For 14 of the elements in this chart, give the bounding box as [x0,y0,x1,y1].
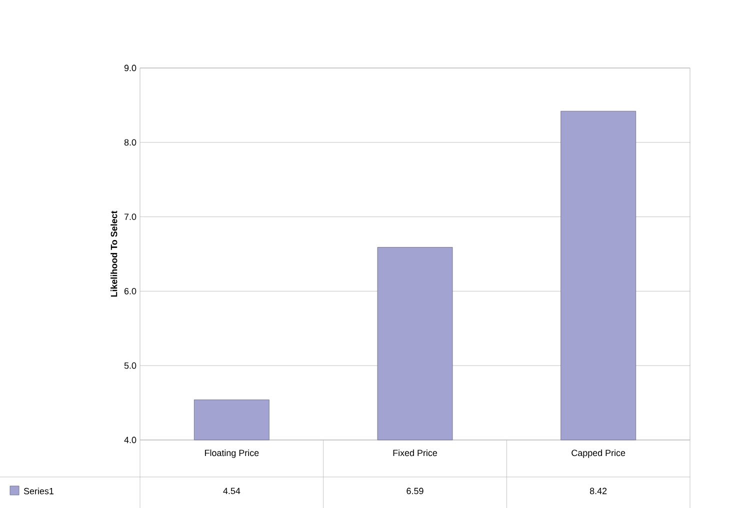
y-tick-label: 6.0 [124,288,136,294]
y-axis-title: Likelihood To Select [110,210,118,297]
x-tick-label: Floating Price [205,450,259,458]
y-tick-label: 5.0 [124,362,136,369]
y-tick-label: 8.0 [124,139,136,146]
y-tick-label: 4.0 [124,436,136,444]
legend-label: Series1 [24,488,54,494]
x-tick-label: Fixed Price [393,450,438,456]
data-label: 8.42 [590,488,607,494]
data-label: 4.54 [223,488,240,494]
data-label: 6.59 [406,488,424,494]
x-tick-label: Capped Price [572,450,626,458]
y-tick-label: 9.0 [124,64,136,72]
y-tick-label: 7.0 [124,214,136,220]
